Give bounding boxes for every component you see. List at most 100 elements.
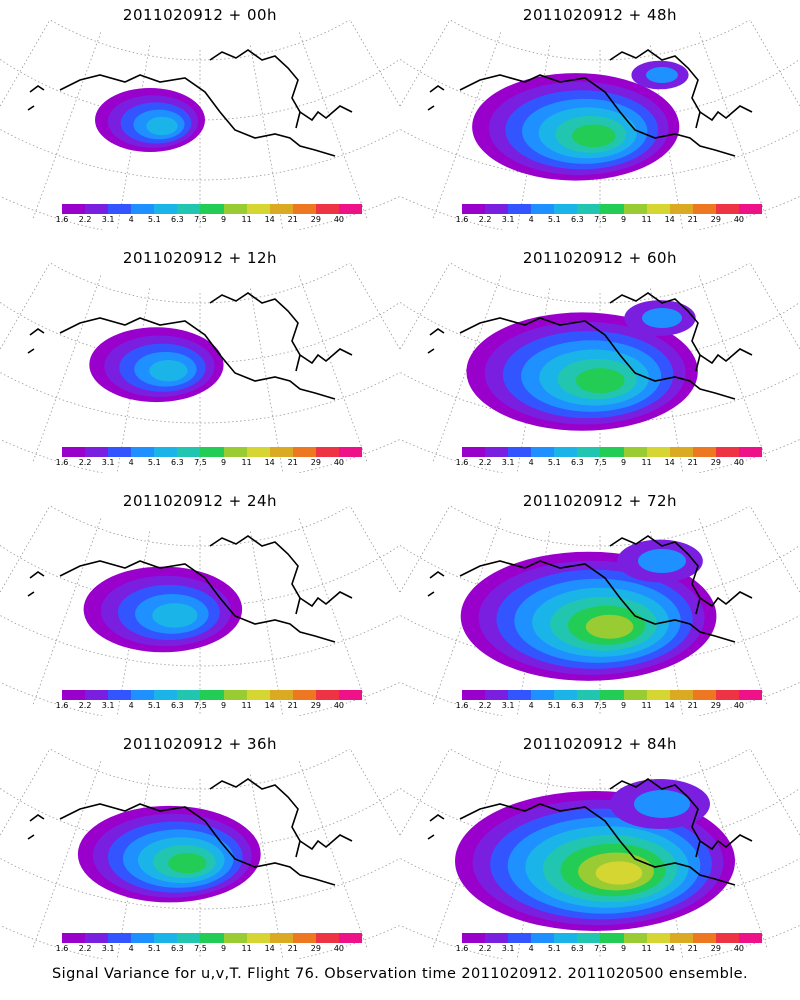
colorbar-tick-label: 6.3: [171, 701, 184, 710]
colorbar-swatch: [623, 204, 647, 214]
colorbar-swatch: [200, 447, 224, 457]
colorbar-tick-label: 21: [287, 944, 298, 953]
longitude-line: [400, 263, 414, 378]
longitude-line: [0, 263, 14, 378]
coastline: [299, 591, 353, 608]
variance-contour: [146, 116, 178, 136]
colorbar-tick-label: 5.1: [547, 458, 561, 467]
longitude-line: [400, 749, 414, 864]
colorbar-swatch: [508, 933, 532, 943]
colorbar-swatch: [223, 690, 247, 700]
colorbar-tick-label: 4: [128, 944, 134, 953]
map-plot: [400, 506, 800, 716]
longitude-line: [32, 275, 102, 464]
colorbar-tick-label: 9: [620, 944, 627, 953]
longitude-line: [32, 761, 102, 950]
map-plot: [400, 20, 800, 230]
panel-title: 2011020912 + 60h: [522, 249, 678, 267]
colorbar-swatch: [85, 447, 109, 457]
longitude-line: [786, 263, 800, 378]
colorbar-swatch: [246, 933, 270, 943]
forecast-panel: 2011020912 + 84h 1.6 2.2 3.1 4 5.1 6.3 7.5 9 11 14…: [400, 729, 800, 972]
colorbar-tick-label: 9: [620, 458, 627, 467]
coastline: [209, 778, 301, 858]
colorbar-tick-label: 40: [733, 458, 745, 467]
longitude-line: [349, 263, 400, 351]
colorbar-tick-label: 29: [710, 458, 721, 467]
colorbar-tick-label: 14: [664, 944, 675, 953]
colorbar-tick-label: 6.3: [571, 215, 584, 224]
coastline: [27, 328, 45, 354]
panel-title: 2011020912 + 00h: [122, 6, 278, 24]
colorbar-swatch: [315, 447, 339, 457]
colorbar-swatch: [108, 933, 132, 943]
colorbar-tick-label: 6.3: [171, 944, 184, 953]
colorbar-swatch: [600, 447, 624, 457]
colorbar-tick-label: 11: [241, 215, 252, 224]
coastline: [299, 105, 353, 122]
colorbar-tick-label: 5.1: [147, 944, 161, 953]
forecast-panel: 2011020912 + 36h 1.6 2.2 3.1 4 5.1 6.3 7.5 9 11 14…: [0, 729, 400, 972]
colorbar-tick-label: 4: [128, 701, 134, 710]
colorbar-tick-label: 40: [333, 944, 345, 953]
colorbar-tick-label: 2.2: [478, 701, 492, 710]
colorbar-tick-label: 14: [264, 701, 275, 710]
colorbar-tick-label: 11: [641, 701, 652, 710]
colorbar-swatch: [623, 933, 647, 943]
longitude-line: [386, 263, 400, 378]
colorbar-swatch: [269, 933, 293, 943]
colorbar-tick-label: 7.5: [594, 215, 607, 224]
colorbar-tick-label: 3.1: [501, 701, 515, 710]
colorbar: [62, 933, 363, 943]
coastline: [427, 814, 445, 840]
colorbar-tick-label: 11: [241, 944, 252, 953]
colorbar-swatch: [554, 204, 578, 214]
colorbar-swatch: [600, 690, 624, 700]
variance-contour: [646, 67, 678, 83]
colorbar-swatch: [108, 204, 132, 214]
longitude-line: [0, 506, 14, 621]
coastline: [209, 292, 301, 372]
colorbar-swatch: [85, 690, 109, 700]
variance-contour: [595, 861, 643, 885]
colorbar-tick-label: 3.1: [501, 458, 515, 467]
colorbar-swatch: [646, 933, 670, 943]
forecast-panel: 2011020912 + 12h 1.6 2.2 3.1 4 5.1 6.3 7.5 9 11 14…: [0, 243, 400, 486]
coastlines: [427, 778, 753, 886]
coastline: [427, 328, 445, 354]
colorbar: [462, 690, 763, 700]
colorbar-tick-label: 6.3: [571, 944, 584, 953]
longitude-line: [298, 32, 368, 221]
variance-contour: [571, 124, 616, 148]
coastlines: [427, 292, 753, 400]
map-plot: [0, 506, 400, 716]
colorbar-tick-label: 2.2: [78, 458, 92, 467]
colorbar-tick-label: 7.5: [594, 458, 607, 467]
colorbar-tick-label: 40: [733, 944, 745, 953]
colorbar-tick-label: 11: [641, 215, 652, 224]
longitude-line: [386, 20, 400, 135]
colorbar-swatch: [62, 933, 86, 943]
coastline: [699, 105, 753, 122]
coastline: [59, 74, 336, 157]
longitude-line: [698, 275, 768, 464]
variance-contour: [149, 360, 188, 382]
colorbar-tick-label: 5.1: [147, 701, 161, 710]
colorbar-swatch: [577, 447, 601, 457]
colorbar-tick-label: 4: [128, 215, 134, 224]
colorbar-swatch: [292, 447, 316, 457]
colorbar-swatch: [269, 447, 293, 457]
colorbar-swatch: [669, 447, 693, 457]
variance-contour: [585, 614, 634, 639]
panel-title: 2011020912 + 72h: [522, 492, 678, 510]
colorbar-tick-label: 29: [310, 944, 321, 953]
longitude-line: [249, 45, 284, 230]
coastline: [609, 49, 701, 129]
panel-title: 2011020912 + 36h: [122, 735, 278, 753]
forecast-panel: 2011020912 + 00h 1.6 2.2 3.1 4 5.1 6.3 7.5 9 11 14…: [0, 0, 400, 243]
forecast-panel: 2011020912 + 48h 1.6 2.2 3.1 4 5.1 6.3 7.5 9 11 14…: [400, 0, 800, 243]
colorbar: [462, 204, 763, 214]
colorbar-tick-label: 29: [310, 458, 321, 467]
colorbar-swatch: [154, 933, 178, 943]
colorbar-swatch: [531, 447, 555, 457]
